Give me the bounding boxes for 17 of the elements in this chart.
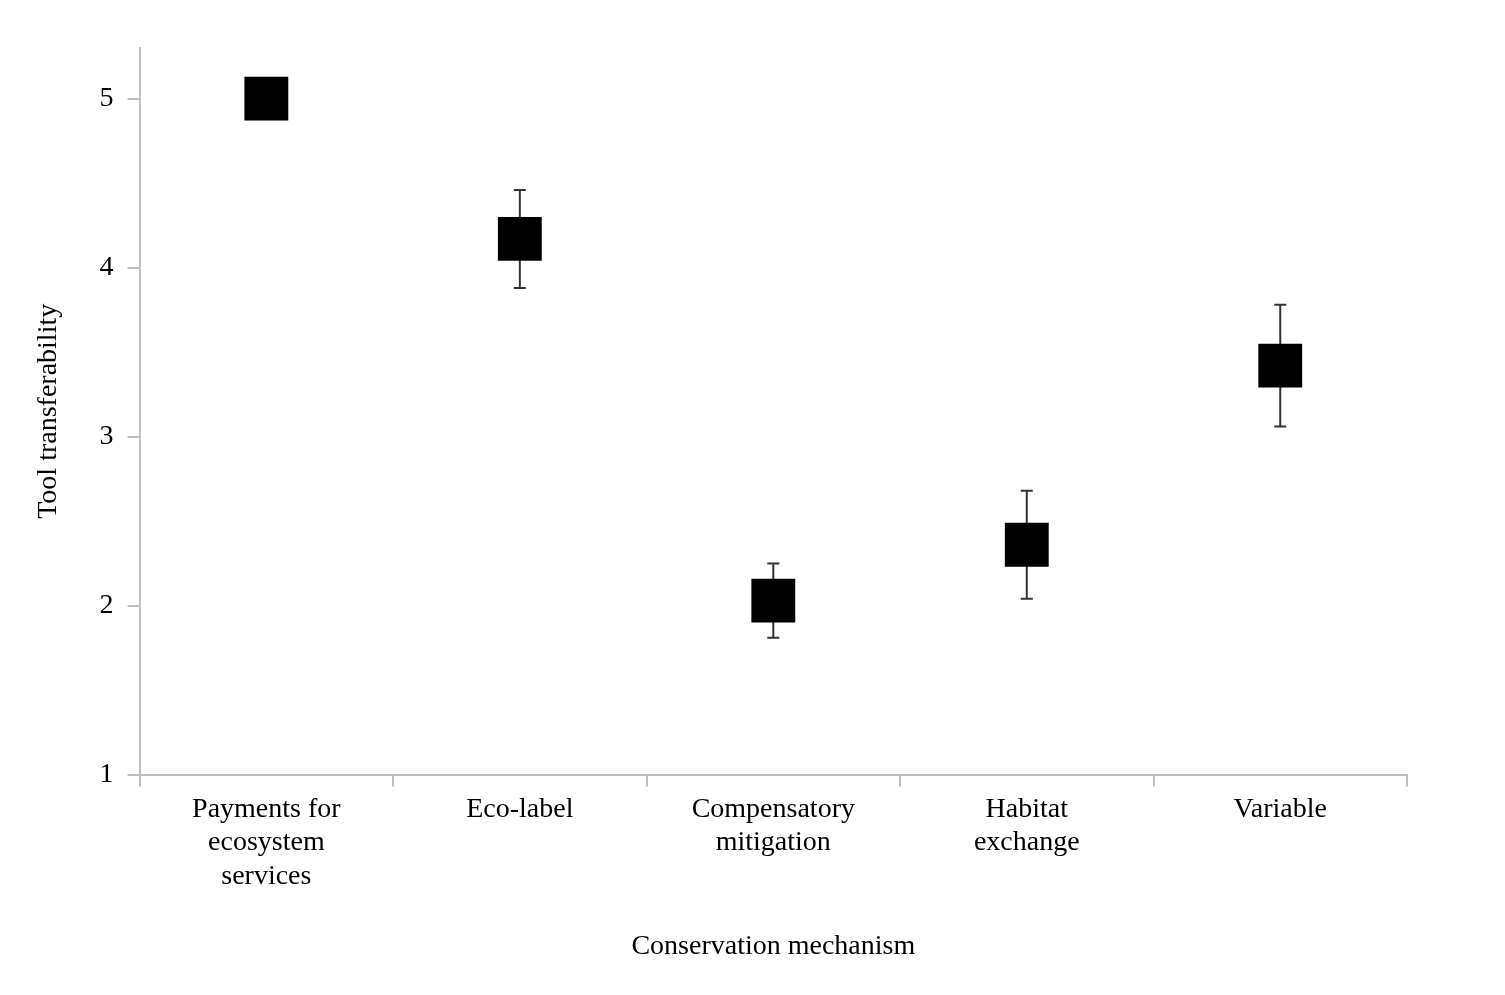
x-tick-label: Habitat exchange — [973, 791, 1080, 857]
y-tick-label: 4 — [99, 250, 114, 282]
point — [1258, 343, 1303, 388]
y-tick-label: 5 — [99, 81, 114, 113]
point — [1004, 522, 1049, 567]
point — [751, 578, 796, 623]
y-tick-label: 1 — [99, 756, 114, 788]
y-tick-label: 3 — [99, 419, 114, 451]
x-axis-title: Conservation mechanism — [631, 928, 916, 960]
x-tick-label: Eco-label — [466, 791, 574, 823]
y-axis-title: Tool transferability — [31, 303, 63, 519]
y-tick-label: 2 — [99, 587, 114, 619]
x-tick-label: Compensatory mitigation — [691, 791, 855, 857]
point — [497, 217, 542, 261]
x-tick-label: Variable — [1233, 791, 1327, 823]
x-tick-label: Payments for ecosystem services — [192, 791, 342, 890]
point — [244, 76, 289, 121]
